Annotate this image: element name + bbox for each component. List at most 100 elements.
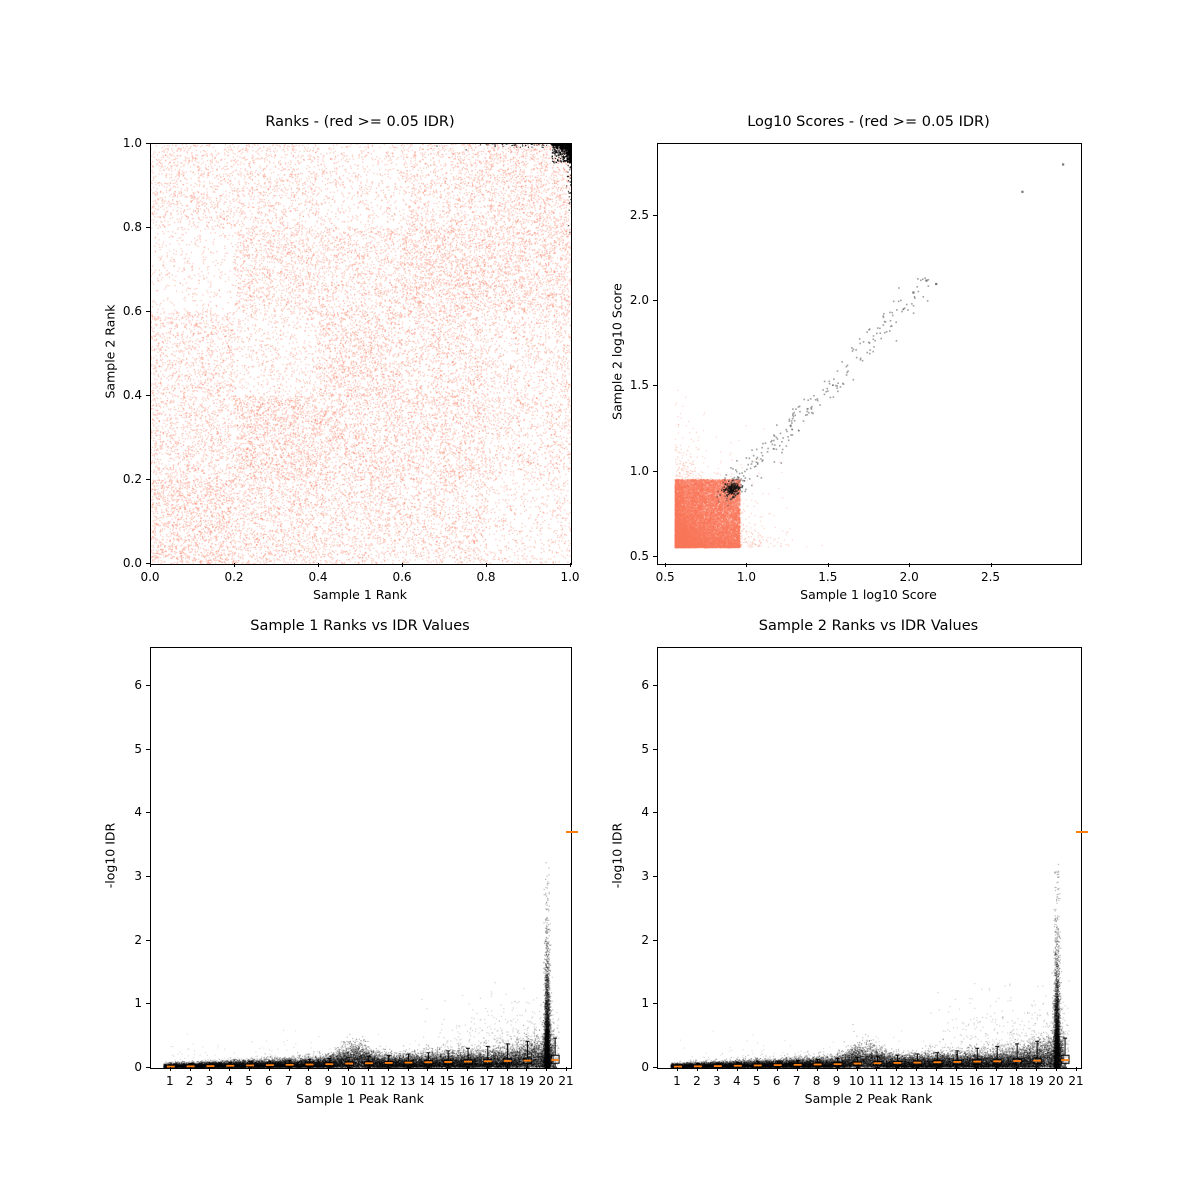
tick-label: 5 — [134, 741, 142, 756]
tick-mark — [827, 563, 829, 567]
tick-label: 0 — [134, 1060, 142, 1074]
tick-mark — [653, 1003, 657, 1005]
tick-mark — [402, 563, 403, 567]
y-axis-label: -log10 IDR — [609, 822, 625, 889]
tick-mark — [653, 876, 657, 878]
tick-mark — [146, 812, 150, 814]
scatter-canvas — [151, 648, 571, 1068]
tick-label: 1.5 — [818, 570, 838, 584]
tick-label: 8 — [812, 1074, 821, 1088]
tick-mark — [146, 227, 150, 228]
tick-mark — [990, 563, 992, 567]
tick-label: 1 — [165, 1074, 174, 1088]
scatter-canvas — [658, 648, 1081, 1068]
tick-label: 17 — [479, 1074, 495, 1088]
tick-mark — [506, 1067, 508, 1071]
tick-mark — [996, 1067, 998, 1071]
tick-mark — [956, 1067, 958, 1071]
tick-label: 0.2 — [122, 472, 142, 486]
tick-label: 2 — [185, 1074, 194, 1088]
tick-mark — [716, 1067, 718, 1071]
tick-label: 4 — [134, 805, 142, 820]
tick-mark — [653, 685, 657, 687]
tick-mark — [1016, 1067, 1018, 1071]
tick-label: 0.0 — [140, 570, 160, 584]
tick-label: 1.0 — [736, 570, 757, 584]
tick-label: 16 — [459, 1074, 475, 1088]
tick-mark — [776, 1067, 778, 1071]
plot-title: Ranks - (red >= 0.05 IDR) — [265, 114, 455, 130]
tick-label: 3 — [641, 869, 649, 884]
tick-mark — [146, 1067, 150, 1068]
idr-threshold-dash — [566, 830, 578, 834]
tick-mark — [665, 563, 667, 567]
tick-mark — [936, 1067, 938, 1071]
tick-label: 18 — [498, 1074, 515, 1088]
tick-mark — [756, 1067, 758, 1071]
tick-label: 0.6 — [122, 304, 142, 318]
tick-label: 10 — [848, 1074, 865, 1088]
tick-label: 5 — [752, 1074, 761, 1088]
plot-area — [657, 647, 1082, 1069]
tick-mark — [328, 1067, 330, 1071]
tick-label: 6 — [641, 678, 649, 693]
tick-label: 21 — [1068, 1074, 1084, 1088]
tick-label: 1.0 — [560, 570, 580, 584]
tick-mark — [146, 685, 150, 687]
tick-mark — [348, 1067, 350, 1071]
tick-label: 11 — [868, 1074, 885, 1088]
tick-label: 0.0 — [122, 556, 142, 570]
tick-mark — [570, 563, 571, 567]
tick-label: 19 — [1028, 1074, 1044, 1088]
tick-label: 0.5 — [629, 549, 649, 564]
tick-label: 3 — [713, 1074, 721, 1088]
tick-mark — [249, 1067, 251, 1071]
tick-mark — [486, 1067, 488, 1071]
tick-mark — [229, 1067, 231, 1071]
tick-mark — [653, 385, 657, 387]
tick-label: 20 — [1048, 1074, 1064, 1088]
tick-label: 8 — [304, 1074, 313, 1088]
x-axis-label: Sample 1 log10 Score — [800, 587, 937, 602]
x-axis-label: Sample 1 Rank — [312, 587, 407, 602]
tick-mark — [146, 1003, 150, 1005]
x-axis-label: Sample 1 Peak Rank — [296, 1091, 424, 1106]
tick-mark — [209, 1067, 211, 1071]
tick-label: 13 — [908, 1074, 925, 1088]
tick-mark — [746, 563, 748, 567]
tick-label: 6 — [265, 1074, 273, 1088]
tick-label: 20 — [538, 1074, 554, 1088]
tick-mark — [653, 556, 657, 558]
tick-mark — [318, 563, 319, 567]
tick-mark — [146, 143, 150, 144]
tick-mark — [653, 939, 657, 941]
tick-mark — [447, 1067, 449, 1071]
tick-label: 1 — [134, 996, 142, 1011]
tick-mark — [526, 1067, 528, 1071]
tick-mark — [146, 395, 150, 396]
tick-label: 21 — [558, 1074, 574, 1088]
tick-mark — [836, 1067, 838, 1071]
tick-label: 1 — [673, 1074, 681, 1088]
tick-mark — [736, 1067, 738, 1071]
tick-mark — [169, 1067, 171, 1071]
tick-mark — [150, 563, 151, 567]
tick-mark — [1056, 1067, 1058, 1071]
tick-label: 19 — [518, 1074, 535, 1088]
tick-mark — [653, 214, 657, 216]
tick-mark — [486, 563, 487, 567]
tick-label: 15 — [948, 1074, 964, 1088]
tick-label: 0.8 — [476, 570, 496, 584]
tick-label: 0.5 — [655, 570, 675, 584]
tick-label: 12 — [380, 1074, 396, 1088]
plot-title: Sample 1 Ranks vs IDR Values — [250, 618, 470, 634]
tick-label: 2 — [134, 932, 142, 947]
tick-label: 1.5 — [629, 378, 649, 393]
tick-label: 1 — [641, 996, 649, 1011]
tick-mark — [146, 311, 150, 312]
